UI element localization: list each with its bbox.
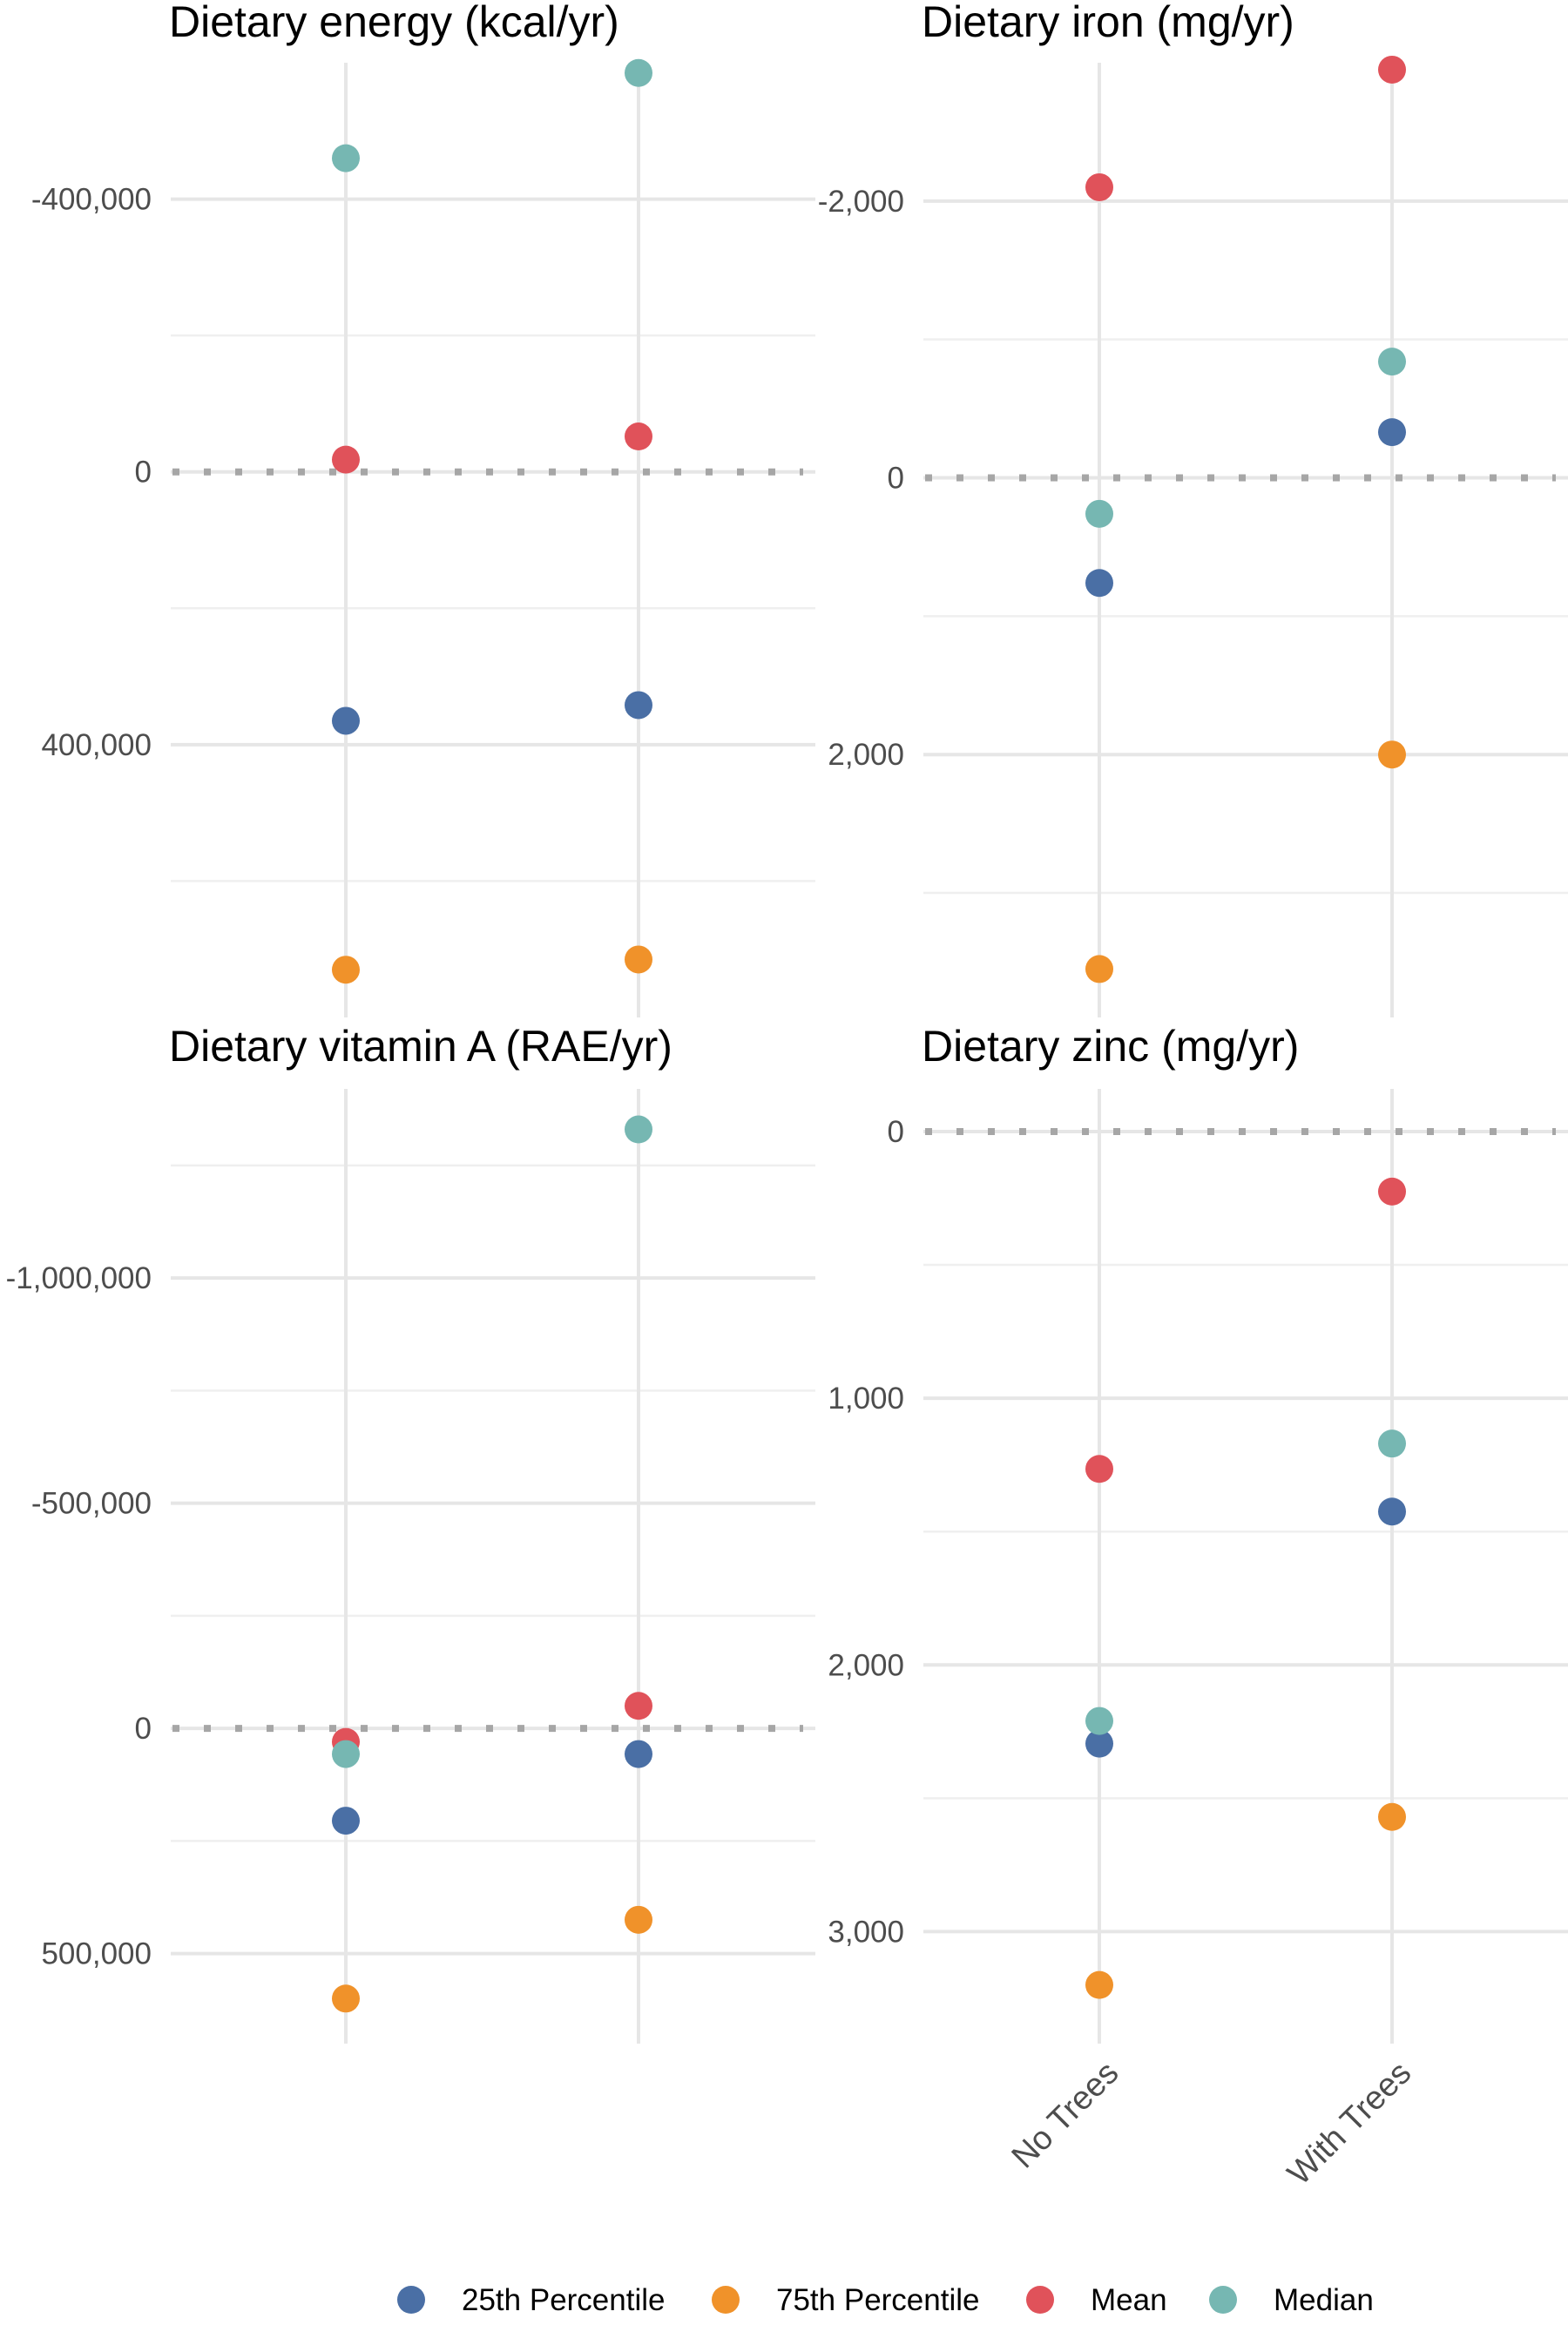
legend-label: 25th Percentile (462, 2283, 665, 2317)
data-point (332, 144, 360, 172)
data-point (1378, 1429, 1406, 1458)
y-tick-label: 3,000 (828, 1915, 904, 1949)
legend-key (397, 2286, 425, 2314)
data-point (1378, 1177, 1406, 1206)
data-point (332, 1807, 360, 1835)
data-point (625, 691, 652, 720)
data-point (332, 445, 360, 474)
legend-key (1209, 2286, 1237, 2314)
panel-2: Dietary iron (mg/yr) -2,000 0 2,000 (818, 0, 1568, 1017)
legend-item: 25th Percentile (397, 2283, 665, 2317)
legend-label: Median (1274, 2283, 1374, 2317)
legend: 25th Percentile 75th Percentile Mean Median (397, 2283, 1374, 2317)
data-point (1085, 1707, 1113, 1735)
legend-label: 75th Percentile (776, 2283, 979, 2317)
data-point (1378, 418, 1406, 447)
data-point (1085, 1970, 1113, 1999)
y-tick-label: -2,000 (818, 185, 904, 219)
data-point (625, 1740, 652, 1768)
y-tick-label: -400,000 (31, 183, 152, 217)
panel-title: Dietary energy (kcal/yr) (169, 0, 619, 46)
legend-key (712, 2286, 740, 2314)
data-point (1085, 1729, 1113, 1758)
data-point (1378, 740, 1406, 769)
data-point (1378, 55, 1406, 84)
data-point (1378, 1802, 1406, 1831)
data-point (625, 58, 652, 87)
y-tick-label: -500,000 (31, 1487, 152, 1521)
legend-item: Mean (1026, 2283, 1167, 2317)
data-point (1085, 172, 1113, 201)
data-point (625, 1692, 652, 1720)
y-tick-label: 0 (135, 1712, 152, 1746)
y-tick-label: 2,000 (828, 1648, 904, 1682)
legend-label: Mean (1091, 2283, 1167, 2317)
data-point (625, 1115, 652, 1144)
panel-title: Dietary vitamin A (RAE/yr) (169, 1022, 672, 1071)
data-point (332, 1740, 360, 1768)
data-point (332, 956, 360, 984)
panel-1: Dietary energy (kcal/yr) -400,000 0 400,000 (31, 0, 815, 1017)
data-point (1378, 348, 1406, 376)
y-tick-label: 0 (888, 1115, 904, 1149)
panel-4: Dietary zinc (mg/yr) 0 1,000 2,000 3,000 (828, 1022, 1568, 2044)
data-point (625, 422, 652, 451)
y-tick-label: 500,000 (41, 1937, 152, 1971)
legend-key (1026, 2286, 1054, 2314)
data-point (1085, 569, 1113, 598)
y-tick-label: 2,000 (828, 738, 904, 772)
data-point (1378, 1497, 1406, 1526)
data-point (1085, 499, 1113, 528)
y-tick-label: 400,000 (41, 728, 152, 762)
legend-item: Median (1209, 2283, 1374, 2317)
y-tick-label: 0 (888, 462, 904, 496)
data-point (625, 945, 652, 974)
data-point (332, 1984, 360, 2013)
y-tick-label: 0 (135, 456, 152, 490)
panel-title: Dietary zinc (mg/yr) (922, 1022, 1299, 1071)
panel-title: Dietary iron (mg/yr) (922, 0, 1294, 46)
data-point (1085, 1455, 1113, 1484)
panels: Dietary energy (kcal/yr) -400,000 0 400,000… (6, 0, 1568, 2044)
y-tick-label: -1,000,000 (6, 1261, 152, 1295)
data-point (625, 1905, 652, 1934)
y-tick-label: 1,000 (828, 1382, 904, 1416)
panel-3: Dietary vitamin A (RAE/yr) -1,000,000 -500… (6, 1022, 815, 2044)
legend-item: 75th Percentile (712, 2283, 979, 2317)
data-point (332, 706, 360, 735)
data-point (1085, 955, 1113, 983)
